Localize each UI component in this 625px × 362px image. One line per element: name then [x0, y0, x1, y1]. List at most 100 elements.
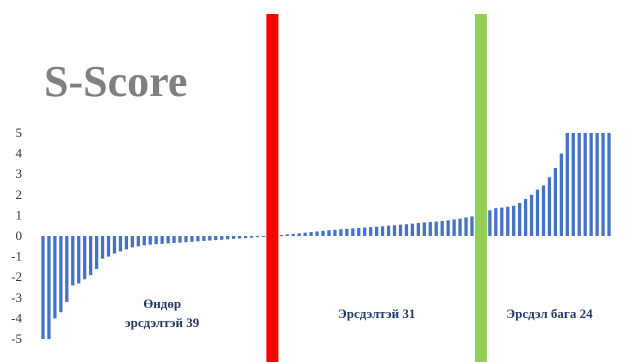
bar — [375, 226, 379, 236]
bar — [386, 225, 391, 236]
bar — [571, 133, 575, 236]
bar — [541, 185, 546, 236]
bar — [500, 207, 504, 236]
bar — [214, 236, 218, 241]
bar — [357, 227, 361, 236]
bar — [154, 236, 158, 245]
bar — [327, 230, 331, 236]
bar — [369, 227, 373, 236]
bar — [106, 236, 111, 257]
bar — [249, 236, 254, 238]
bar — [601, 133, 605, 236]
bar — [309, 232, 313, 236]
divider-lines — [266, 14, 487, 362]
bar — [202, 236, 206, 241]
bar — [351, 228, 355, 236]
bar — [59, 236, 63, 313]
bar — [190, 236, 194, 242]
y-tick-label: -2 — [11, 269, 22, 284]
bar — [506, 206, 510, 236]
bar — [529, 194, 534, 236]
y-tick-label: 3 — [16, 166, 23, 181]
y-tick-label: -4 — [11, 310, 22, 325]
bar — [553, 168, 558, 236]
bar — [279, 234, 283, 236]
bar — [315, 231, 319, 236]
bar — [172, 236, 176, 243]
bar — [363, 227, 367, 236]
bar — [112, 236, 117, 254]
divider-line — [266, 14, 279, 362]
region-label: Өндөр — [143, 296, 181, 311]
y-tick-label: 1 — [16, 207, 23, 222]
bar — [196, 236, 200, 242]
bar — [470, 216, 474, 236]
bar — [291, 233, 295, 236]
bar — [130, 236, 134, 248]
region-label: эрсдэлтэй 39 — [125, 315, 200, 330]
bar — [595, 133, 599, 236]
bar — [178, 236, 182, 243]
bar — [339, 229, 343, 236]
bar — [89, 236, 93, 276]
bar — [226, 236, 230, 240]
bar — [118, 236, 123, 252]
bar — [303, 232, 307, 236]
bar — [607, 133, 611, 236]
bar — [255, 236, 260, 238]
bar — [446, 220, 450, 236]
region-label: Эрсдэлтэй 31 — [338, 306, 415, 321]
bar — [148, 236, 152, 245]
bar — [392, 225, 397, 236]
bar — [452, 219, 456, 236]
bar — [523, 198, 528, 236]
bar — [434, 221, 438, 236]
bar — [83, 236, 87, 280]
region-annotations: Өндөр эрсдэлтэй 39 Эрсдэлтэй 31 Эрсдэл бага… — [125, 296, 593, 330]
bar — [440, 220, 444, 236]
bar — [232, 236, 236, 239]
bar — [458, 218, 462, 236]
bar — [100, 236, 105, 259]
y-tick-label: -5 — [11, 331, 22, 346]
bar — [512, 205, 516, 236]
bar — [422, 222, 426, 236]
bar — [41, 236, 45, 339]
bar — [559, 153, 563, 236]
divider-line — [474, 14, 487, 362]
bar — [160, 236, 164, 244]
bar — [416, 223, 420, 236]
bar — [220, 236, 224, 240]
bar — [404, 224, 409, 236]
bar — [65, 236, 69, 302]
bar — [208, 236, 212, 241]
bar — [47, 236, 51, 339]
bar — [71, 236, 75, 286]
bar — [321, 230, 325, 236]
bar — [428, 221, 432, 236]
bar — [577, 133, 581, 236]
bar — [488, 210, 492, 236]
bar — [345, 228, 349, 236]
bar — [166, 236, 170, 244]
bar — [333, 229, 337, 236]
bar — [410, 223, 415, 236]
bar — [565, 133, 569, 236]
bar — [285, 234, 289, 236]
bar — [518, 203, 522, 236]
bar — [77, 236, 81, 284]
y-tick-label: -3 — [11, 290, 22, 305]
region-label: Эрсдэл бага 24 — [506, 306, 593, 321]
bar — [589, 133, 593, 236]
bar — [535, 189, 540, 236]
bar — [380, 226, 385, 236]
bar — [53, 236, 57, 319]
y-tick-label: 5 — [16, 125, 23, 140]
y-tick-label: -1 — [11, 249, 22, 264]
bar — [261, 236, 266, 237]
bar — [494, 208, 498, 236]
chart-title: S-Score — [44, 57, 187, 106]
y-axis: 5 4 3 2 1 0 -1 -2 -3 -4 -5 — [11, 125, 22, 346]
y-tick-label: 0 — [16, 228, 23, 243]
